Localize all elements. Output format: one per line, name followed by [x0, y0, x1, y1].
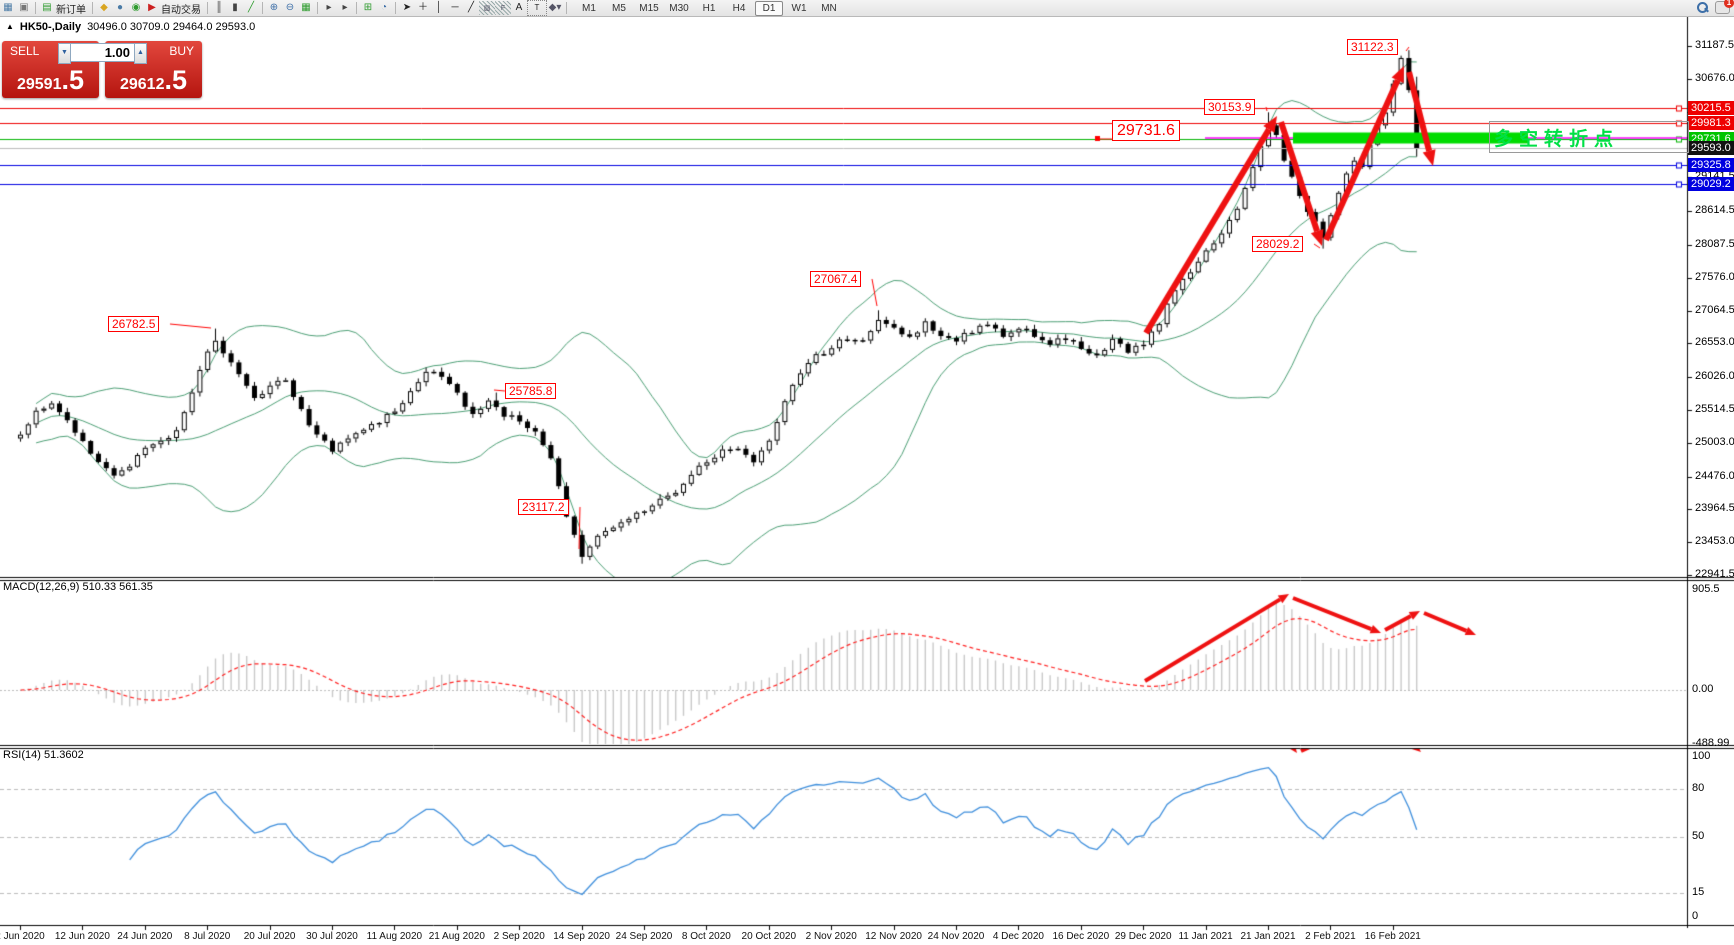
- collapse-triangle-icon[interactable]: ▲: [6, 22, 14, 31]
- search-icon[interactable]: [1696, 1, 1709, 14]
- timeframe-button-M15[interactable]: M15: [639, 2, 659, 14]
- signal-icon[interactable]: ◉: [131, 2, 141, 13]
- autotrading-icon[interactable]: ▶: [148, 2, 156, 13]
- toolbar-separator: [262, 2, 263, 14]
- timeframe-toolbar: M1 M5 M15 M30 H1 H4 D1 W1 MN: [574, 0, 844, 16]
- zoom-out-icon[interactable]: ⊖: [285, 2, 295, 13]
- bar-chart-icon[interactable]: ║: [215, 2, 223, 13]
- sell-label: SELL: [10, 44, 40, 58]
- timeframe-button-H4[interactable]: H4: [732, 2, 746, 14]
- timeframe-button-MN[interactable]: MN: [821, 2, 837, 14]
- timeframe-button-M5[interactable]: M5: [612, 2, 626, 14]
- toolbar-separator: [395, 2, 396, 14]
- print-preview-icon[interactable]: ▣: [19, 2, 29, 13]
- toolbar-separator: [207, 2, 208, 14]
- symbol-title: HK50-,Daily: [19, 20, 82, 33]
- horizontal-line-icon[interactable]: ─: [451, 2, 459, 13]
- candlestick-chart-icon[interactable]: ▮: [232, 2, 238, 13]
- new-order-label[interactable]: 新订单: [56, 4, 86, 16]
- text-label-icon[interactable]: T: [527, 0, 547, 16]
- new-order-icon[interactable]: ▤: [42, 2, 52, 13]
- symbol-ohlc-values: 30496.0 30709.0 29464.0 29593.0: [87, 20, 256, 33]
- toolbar-separator: [356, 2, 357, 14]
- notification-badge: 1: [1724, 0, 1734, 8]
- toolbar-separator: [317, 2, 318, 14]
- auto-trading-label[interactable]: 自动交易: [161, 4, 201, 16]
- one-click-trading-panel: SELL 29591.5 BUY 29612.5 ▼ ▲: [2, 41, 202, 98]
- shapes-icon[interactable]: ◆▾: [548, 2, 562, 13]
- timeframe-button-M1[interactable]: M1: [582, 2, 596, 14]
- volume-stepper: ▼ ▲: [58, 43, 147, 64]
- timeframe-button-M30[interactable]: M30: [669, 2, 689, 14]
- volume-increase-button[interactable]: ▲: [134, 43, 147, 64]
- crosshair-icon[interactable]: ＋: [418, 2, 428, 13]
- toolbar-separator: [92, 2, 93, 14]
- buy-label: BUY: [169, 44, 194, 58]
- auto-scroll-icon[interactable]: ▸: [326, 2, 332, 13]
- vertical-line-icon[interactable]: │: [435, 2, 443, 13]
- profile-icon[interactable]: ●: [116, 2, 124, 13]
- chart-title-row: ▲ HK50-,Daily 30496.0 30709.0 29464.0 29…: [0, 17, 255, 36]
- clock-icon[interactable]: ◔: [380, 2, 388, 13]
- timeframe-button-H1[interactable]: H1: [702, 2, 716, 14]
- toolbar-separator: [35, 2, 36, 14]
- volume-decrease-button[interactable]: ▼: [58, 43, 71, 64]
- chart-shift-icon[interactable]: ▸: [342, 2, 348, 13]
- new-chart-icon[interactable]: ⊞: [363, 2, 373, 13]
- chart-window-icon[interactable]: ▦: [3, 2, 13, 13]
- timeframe-button-D1[interactable]: D1: [755, 0, 783, 16]
- tile-windows-icon[interactable]: ▦: [301, 2, 311, 13]
- toolbar-separator: [566, 2, 567, 14]
- channel-icon[interactable]: ▨: [479, 1, 495, 15]
- trendline-icon[interactable]: ╱: [467, 2, 475, 13]
- volume-input[interactable]: [71, 43, 134, 62]
- text-icon[interactable]: A: [515, 2, 523, 13]
- timeframe-button-W1[interactable]: W1: [791, 2, 807, 14]
- sell-button[interactable]: SELL 29591.5: [2, 41, 99, 98]
- sell-price: 29591.5: [16, 65, 85, 95]
- zoom-in-icon[interactable]: ⊕: [269, 2, 279, 13]
- buy-price: 29612.5: [119, 65, 188, 95]
- main-toolbar: ▦ ▣ ▤ 新订单 ◆ ● ◉ ▶ 自动交易 ║ ▮ ╱ ⊕ ⊖ ▦ ▸ ▸ ⊞ ◔ ➤ ＋ │ ─ ╱ ▨ F A T ◆▾ M1 M5 M…: [0, 0, 1734, 17]
- fibonacci-icon[interactable]: F: [495, 1, 511, 15]
- line-chart-icon[interactable]: ╱: [247, 2, 255, 13]
- notifications-icon[interactable]: 1: [1715, 0, 1734, 14]
- cursor-icon[interactable]: ➤: [402, 2, 412, 13]
- bucket-icon[interactable]: ◆: [100, 2, 108, 13]
